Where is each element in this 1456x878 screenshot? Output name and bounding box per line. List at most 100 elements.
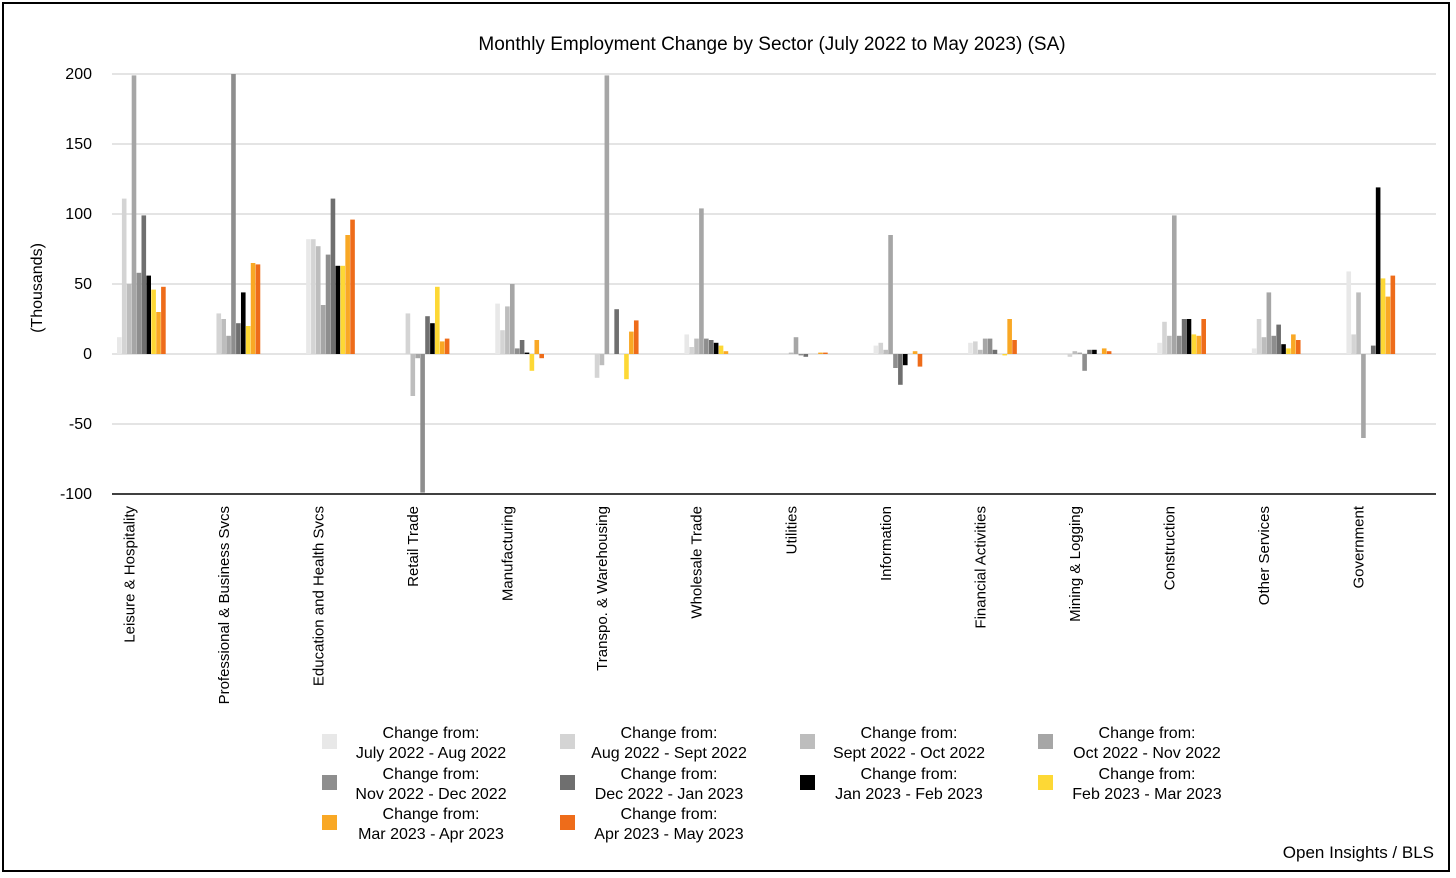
bar — [231, 74, 236, 354]
bar — [505, 306, 510, 354]
bar — [500, 330, 505, 354]
bar — [335, 265, 341, 354]
legend-label: Mar 2023 - Apr 2023 — [358, 826, 504, 843]
bars-layer — [117, 74, 1396, 493]
bar — [718, 345, 724, 354]
bar — [340, 265, 346, 354]
bar — [1162, 321, 1167, 354]
bar — [1291, 334, 1296, 354]
legend-label: Change from: — [621, 766, 718, 783]
bar — [425, 316, 430, 354]
bar — [1157, 342, 1162, 354]
bar — [320, 305, 326, 354]
bar — [694, 338, 699, 354]
bar — [977, 349, 983, 354]
legend-label: July 2022 - Aug 2022 — [356, 745, 506, 762]
category-label: Education and Health Svcs — [310, 506, 327, 686]
bar — [495, 303, 500, 354]
legend-label: Aug 2022 - Sept 2022 — [591, 745, 747, 762]
bar — [823, 352, 828, 354]
bar — [439, 341, 445, 354]
category-label: Leisure & Hospitality — [121, 506, 138, 643]
bar — [704, 338, 709, 354]
bar — [315, 246, 321, 354]
bar — [689, 347, 694, 354]
bar — [1256, 319, 1262, 354]
bar — [1106, 351, 1112, 354]
bar — [226, 335, 231, 354]
bar — [1101, 348, 1107, 354]
bar — [136, 272, 142, 354]
bar — [723, 351, 729, 354]
bar — [1370, 345, 1376, 354]
category-label: Wholesale Trade — [689, 506, 706, 619]
bar — [1261, 337, 1267, 354]
bar — [599, 354, 605, 366]
y-tick-label: 0 — [83, 346, 92, 363]
bar — [405, 313, 411, 354]
bar — [788, 352, 794, 354]
bar — [534, 340, 540, 354]
bar — [131, 75, 137, 355]
bar — [1281, 344, 1286, 354]
bar — [992, 349, 998, 354]
bar — [514, 348, 520, 354]
bar — [818, 352, 823, 354]
category-label: Retail Trade — [405, 506, 422, 587]
legend-swatch — [560, 734, 575, 749]
bar — [968, 342, 973, 354]
bar — [126, 284, 132, 354]
bar — [350, 219, 355, 354]
bar — [629, 331, 634, 354]
bar — [330, 198, 336, 354]
legend-swatch — [560, 775, 575, 790]
bar — [883, 349, 888, 354]
bar — [311, 239, 316, 354]
bar — [902, 354, 908, 366]
legend-label: Change from: — [1099, 725, 1196, 742]
bar — [156, 312, 161, 354]
bar — [255, 264, 261, 354]
legend-label: Dec 2022 - Jan 2023 — [595, 786, 744, 803]
bar — [524, 352, 530, 354]
bar — [529, 354, 535, 371]
legend: Change from: July 2022 - Aug 2022 Change f… — [322, 725, 1222, 843]
y-axis-label: (Thousands) — [29, 243, 46, 333]
y-tick-label: 100 — [65, 206, 92, 223]
bar — [1186, 319, 1192, 354]
legend-swatch — [322, 815, 337, 830]
legend-swatch — [1038, 734, 1053, 749]
bar — [1002, 354, 1008, 356]
legend-label: Sept 2022 - Oct 2022 — [833, 745, 985, 762]
bar — [1295, 340, 1301, 354]
bar — [594, 354, 600, 378]
bar — [1077, 352, 1083, 354]
category-label: Government — [1351, 505, 1368, 588]
bar — [1181, 319, 1187, 354]
bar — [893, 354, 898, 368]
bar — [430, 323, 435, 354]
bar — [713, 342, 719, 354]
legend-label: Oct 2022 - Nov 2022 — [1073, 745, 1221, 762]
bar — [633, 320, 639, 354]
bar — [604, 75, 610, 355]
bar — [1390, 275, 1396, 354]
legend-label: Feb 2023 - Mar 2023 — [1072, 786, 1222, 803]
bar — [216, 313, 222, 354]
bar — [708, 340, 714, 354]
bar — [1286, 348, 1291, 354]
chart-title: Monthly Employment Change by Sector (Jul… — [478, 34, 1065, 55]
bar — [1196, 335, 1202, 354]
bar — [1191, 334, 1197, 354]
bar — [345, 235, 350, 354]
bar — [987, 338, 993, 354]
legend-label: Change from: — [621, 725, 718, 742]
legend-label: Change from: — [383, 725, 480, 742]
bar — [878, 342, 884, 354]
bar — [415, 354, 421, 359]
category-label: Construction — [1162, 506, 1179, 590]
bar — [236, 323, 241, 354]
y-tick-label: 150 — [65, 136, 92, 153]
bar — [1356, 292, 1361, 354]
